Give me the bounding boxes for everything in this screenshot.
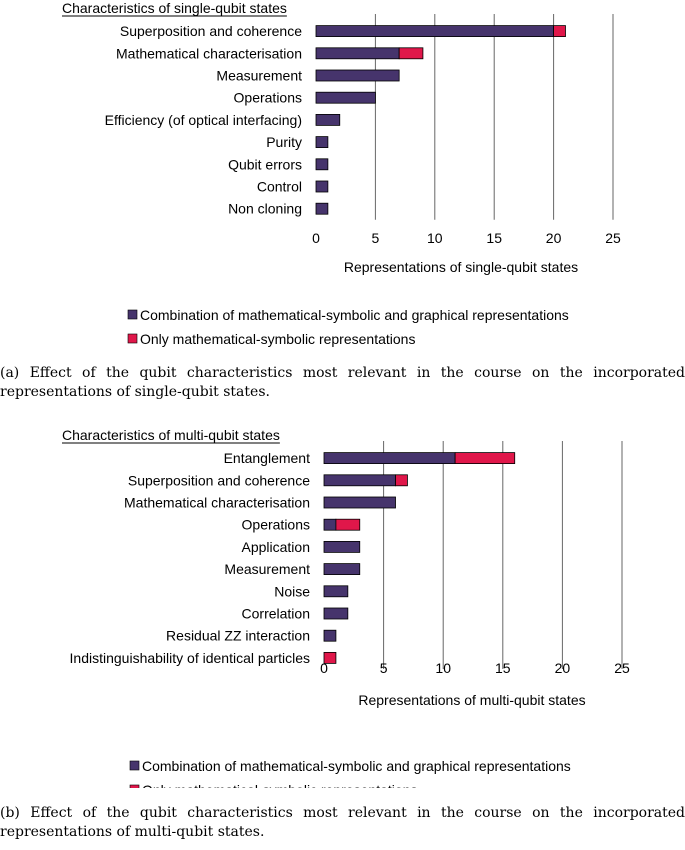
bar-segment-combination xyxy=(323,541,361,553)
caption-b: (b) Effect of the qubit characteristics … xyxy=(0,805,685,840)
x-tick-label: 15 xyxy=(495,660,511,676)
chart-title: Characteristics of single-qubit states xyxy=(62,0,287,16)
bar-segment-combination xyxy=(315,91,376,104)
legend-label-combination: Combination of mathematical-symbolic and… xyxy=(142,758,571,774)
x-tick-label: 20 xyxy=(546,230,562,246)
bar-segment-combination xyxy=(315,114,341,126)
bar-segment-combination xyxy=(323,629,337,642)
x-tick-label: 25 xyxy=(605,230,621,246)
x-tick-label: 25 xyxy=(614,660,630,676)
legend-label-symbolic-only: Only mathematical-symbolic representatio… xyxy=(140,331,415,347)
category-label: Mathematical characterisation xyxy=(124,495,310,511)
x-axis-label: Representations of single-qubit states xyxy=(344,259,578,275)
x-axis-label: Representations of multi-qubit states xyxy=(358,692,585,708)
single-qubit-chart: Characteristics of single-qubit states Su… xyxy=(62,0,621,347)
legend-swatch-symbolic-only xyxy=(129,784,140,788)
category-label: Superposition and coherence xyxy=(120,23,302,39)
bar-segment-symbolic-only xyxy=(553,25,566,38)
x-tick-label: 15 xyxy=(486,230,502,246)
x-tick-label: 10 xyxy=(435,660,451,676)
caption-a: (a) Effect of the qubit characteristics … xyxy=(0,365,685,400)
category-label: Measurement xyxy=(216,68,302,84)
bar-segment-combination xyxy=(315,136,329,149)
category-label: Entanglement xyxy=(224,450,311,466)
bar-segment-combination xyxy=(315,180,329,193)
x-tick-label: 5 xyxy=(372,230,380,246)
legend-swatch-combination xyxy=(129,760,140,771)
category-label: Application xyxy=(242,539,311,555)
category-label: Non cloning xyxy=(228,201,302,217)
bar-segment-combination xyxy=(323,452,456,464)
bar-segment-combination xyxy=(323,585,349,598)
bar-segment-combination xyxy=(323,518,337,531)
bar-segment-combination xyxy=(323,563,361,576)
category-label: Purity xyxy=(266,134,302,150)
bar-segment-combination xyxy=(323,607,349,620)
legend-label-symbolic-only: Only mathematical-symbolic representatio… xyxy=(142,782,417,788)
bar-segment-combination xyxy=(315,25,555,38)
bar-segment-combination xyxy=(323,474,396,487)
bar-segment-combination xyxy=(315,158,329,171)
category-label: Superposition and coherence xyxy=(128,472,310,488)
category-label: Measurement xyxy=(224,561,310,577)
legend-label-combination: Combination of mathematical-symbolic and… xyxy=(140,307,569,323)
bar-segment-symbolic-only xyxy=(323,651,337,664)
category-label: Correlation xyxy=(242,606,310,622)
bar-segment-combination xyxy=(323,496,396,509)
bar-segment-combination xyxy=(315,202,329,215)
x-tick-label: 0 xyxy=(312,230,320,246)
legend-swatch-symbolic-only xyxy=(127,333,138,344)
x-tick-label: 5 xyxy=(380,660,388,676)
chart-title: Characteristics of multi-qubit states xyxy=(62,427,280,443)
bar-segment-symbolic-only xyxy=(395,474,408,487)
category-label: Operations xyxy=(242,517,310,533)
category-label: Mathematical characterisation xyxy=(116,45,302,61)
bar-segment-symbolic-only xyxy=(335,518,361,531)
legend-swatch-combination xyxy=(127,309,138,320)
category-label: Noise xyxy=(274,583,310,599)
multi-qubit-chart: Characteristics of multi-qubit states Ent… xyxy=(62,427,630,788)
category-label: Efficiency (of optical interfacing) xyxy=(105,112,302,128)
bar-segment-symbolic-only xyxy=(454,452,516,464)
category-label: Indistinguishability of identical partic… xyxy=(70,650,310,666)
bar-segment-combination xyxy=(315,69,400,82)
bar-segment-combination xyxy=(315,47,400,60)
x-tick-label: 20 xyxy=(555,660,571,676)
bar-segment-symbolic-only xyxy=(398,47,424,60)
category-label: Control xyxy=(257,179,302,195)
category-label: Residual ZZ interaction xyxy=(166,628,310,644)
category-label: Operations xyxy=(234,90,302,106)
x-tick-label: 0 xyxy=(320,660,328,676)
x-tick-label: 10 xyxy=(427,230,443,246)
category-label: Qubit errors xyxy=(228,156,302,172)
